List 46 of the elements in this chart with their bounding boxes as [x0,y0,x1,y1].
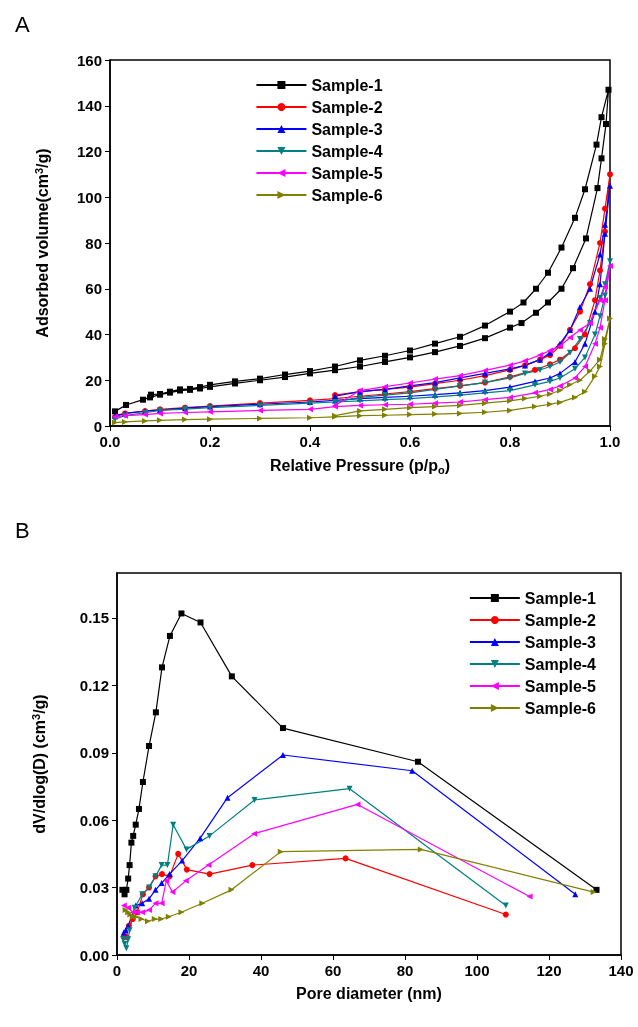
chart-title: A [15,11,30,37]
legend-label: Sample-5 [524,677,597,695]
y-axis-title: Adsorbed volume(cm3/g) [32,148,51,338]
y-tick-label: 100 [76,188,102,206]
legend-label: Sample-4 [311,142,383,160]
x-axis-title: Pore diameter (nm) [296,984,442,1002]
legend-label: Sample-1 [311,76,383,94]
legend-label: Sample-6 [311,186,383,204]
y-tick-label: 0.12 [79,676,109,694]
y-tick-label: 20 [85,371,102,389]
legend-label: Sample-3 [311,120,383,138]
y-tick-label: 0.06 [79,811,109,829]
y-tick-label: 160 [76,51,102,69]
x-tick-label: 40 [252,962,270,979]
x-tick-label: 60 [324,962,342,979]
x-tick-label: 0.4 [299,433,322,450]
y-tick-label: 0.00 [79,946,109,964]
x-tick-label: 1.0 [599,433,621,450]
x-tick-label: 0.0 [99,433,121,450]
y-tick-label: 0.09 [79,744,109,762]
y-tick-label: 0.03 [79,879,109,897]
x-tick-label: 20 [180,962,198,979]
y-tick-label: 140 [76,97,102,115]
y-axis-title: dV/dlog(D) (cm3/g) [29,694,48,834]
x-tick-label: 0.8 [499,433,521,450]
y-tick-label: 60 [85,280,102,298]
y-tick-label: 0.15 [79,609,109,627]
x-tick-label: 140 [608,962,634,979]
y-tick-label: 40 [85,326,102,343]
x-tick-label: 0.2 [199,433,221,450]
x-tick-label: 0 [112,962,122,979]
legend-label: Sample-4 [524,655,597,673]
x-tick-label: 100 [464,962,490,979]
legend-label: Sample-1 [524,589,597,607]
legend-label: Sample-2 [524,611,597,629]
y-tick-label: 0 [93,417,102,435]
x-tick-label: 80 [396,962,414,979]
legend-label: Sample-2 [311,98,383,116]
x-tick-label: 0.6 [399,433,421,450]
y-tick-label: 120 [76,143,102,160]
legend-label: Sample-6 [524,699,597,717]
chart-title: B [15,517,30,543]
legend-label: Sample-5 [311,164,383,182]
y-tick-label: 80 [85,234,102,252]
x-tick-label: 120 [536,962,562,979]
legend-label: Sample-3 [524,633,597,651]
